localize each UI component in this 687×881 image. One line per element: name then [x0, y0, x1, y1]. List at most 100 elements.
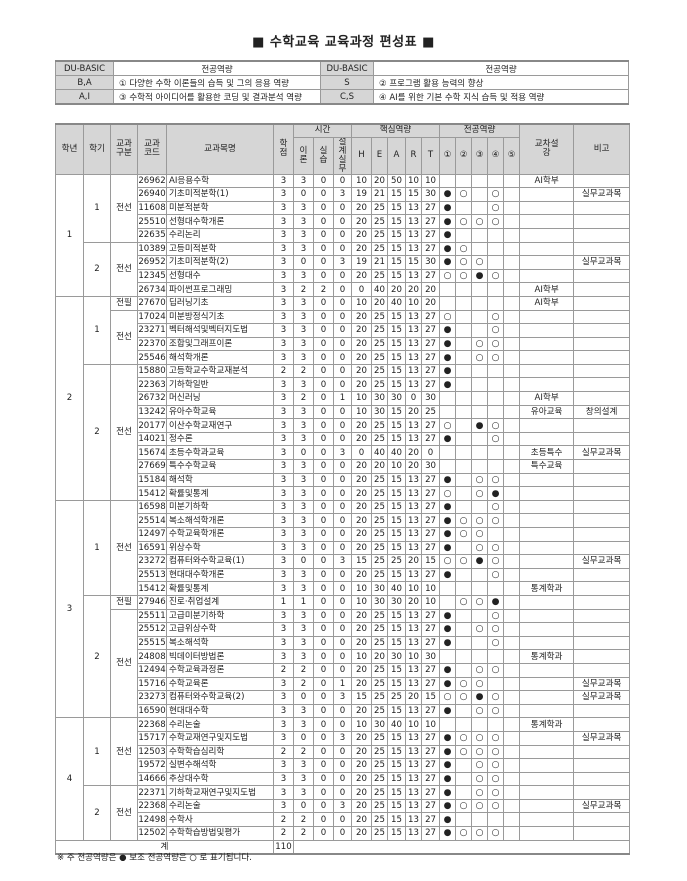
legend-code: S: [320, 75, 374, 90]
core-t: 27: [420, 567, 441, 583]
competency-2: [455, 431, 473, 447]
cross-listing: [519, 268, 575, 284]
note: [573, 200, 631, 216]
competency-2: [455, 227, 473, 243]
course-code: 22363: [137, 377, 167, 393]
core-r: 13: [405, 758, 422, 773]
competency-2: [455, 622, 473, 637]
core-a: 15: [387, 431, 406, 447]
competency-4: [487, 227, 505, 243]
design-hours: 0: [333, 703, 352, 719]
cross-listing: [519, 309, 575, 325]
course-code: 25513: [137, 567, 167, 583]
core-e: 25: [371, 350, 388, 365]
header-course-name: 교과목명: [166, 123, 274, 175]
course-name: AI응용수학: [166, 173, 274, 189]
core-r: 20: [405, 445, 422, 461]
course-name: 고등학교수학교재분석: [166, 363, 274, 379]
cross-listing: [519, 690, 575, 705]
legend-row: B,A ① 다양한 수학 이론들의 습득 및 그의 응용 역량 S ② 프로그램…: [55, 75, 629, 90]
core-t: 27: [420, 323, 441, 338]
header-major-4: ④: [487, 136, 505, 175]
design-hours: 3: [333, 690, 352, 705]
competency-3: [471, 173, 489, 189]
cross-listing: 통계학과: [519, 581, 575, 596]
note: [573, 812, 631, 828]
secondary-competency-circle: ○: [487, 758, 505, 773]
secondary-competency-circle: ○: [455, 187, 473, 202]
competency-3: [471, 608, 489, 624]
secondary-competency-circle: ○: [487, 567, 505, 583]
core-e: 25: [371, 703, 388, 719]
core-h: 15: [351, 690, 372, 705]
cross-listing: 특수교육: [519, 459, 575, 474]
header-major-competency: 전공역량: [439, 123, 521, 138]
core-r: 13: [405, 377, 422, 393]
competency-5: [503, 486, 521, 501]
core-h: 19: [351, 187, 372, 202]
design-hours: 0: [333, 758, 352, 773]
cross-listing: [519, 622, 575, 637]
secondary-competency-circle: ○: [487, 214, 505, 229]
note: [573, 622, 631, 637]
competency-3: [471, 581, 489, 596]
practice-hours: 0: [313, 472, 334, 488]
competency-2: [455, 499, 473, 515]
table-row: 2 전필 27946 진로·취업설계 1 1 0 0 10 30 30 20 10 ○ ○ ●: [56, 594, 631, 719]
note: [573, 635, 631, 651]
course-name: 유아수학교육: [166, 404, 274, 420]
table-row: 14021 정수론 3 3 0 0 20 25 15 13 27 ● ○: [56, 431, 631, 447]
competency-3: [471, 377, 489, 393]
table-row: 15674 초등수학과교육 3 0 0 3 0 40 40 20 0 초등특수 실무교과목: [56, 445, 631, 461]
header-type: 교과구분: [110, 123, 138, 175]
primary-competency-dot: ●: [439, 187, 457, 202]
note: [573, 513, 631, 528]
course-code: 22368: [137, 717, 167, 732]
primary-competency-dot: ●: [439, 662, 457, 678]
course-code: 12498: [137, 812, 167, 828]
core-a: 25: [387, 554, 406, 569]
core-h: 10: [351, 649, 372, 664]
competency-5: [503, 268, 521, 284]
core-a: 40: [387, 445, 406, 461]
competency-4: [487, 459, 505, 474]
secondary-competency-circle: ○: [455, 676, 473, 692]
cross-listing: [519, 377, 575, 393]
secondary-competency-circle: ○: [439, 690, 457, 705]
course-type-cell: 전선: [110, 309, 138, 365]
practice-hours: 0: [313, 323, 334, 338]
theory-hours: 3: [293, 785, 314, 800]
credits: 3: [273, 567, 294, 583]
secondary-competency-circle: ○: [471, 730, 489, 746]
core-t: 27: [420, 499, 441, 515]
core-h: 20: [351, 703, 372, 719]
core-a: 15: [387, 268, 406, 284]
practice-hours: 0: [313, 540, 334, 556]
secondary-competency-circle: ○: [487, 499, 505, 515]
core-a: 15: [387, 486, 406, 501]
primary-competency-dot: ●: [439, 703, 457, 719]
competency-1: [439, 282, 457, 297]
competency-5: [503, 445, 521, 461]
competency-5: [503, 295, 521, 311]
core-h: 20: [351, 758, 372, 773]
core-a: 15: [387, 363, 406, 379]
secondary-competency-circle: ○: [471, 350, 489, 365]
course-code: 26734: [137, 282, 167, 297]
credits: 3: [273, 377, 294, 393]
table-row: 25512 고급위상수학 3 3 0 0 20 25 15 13 27 ● ○ ○: [56, 622, 631, 637]
core-h: 20: [351, 459, 372, 474]
secondary-competency-circle: ○: [471, 758, 489, 773]
table-row: 15184 해석학 3 3 0 0 20 25 15 13 27 ● ○ ○: [56, 472, 631, 488]
note: [573, 649, 631, 664]
header-design: 설계실무: [333, 136, 352, 175]
design-hours: 0: [333, 513, 352, 528]
course-name: 조합및그래프이론: [166, 336, 274, 352]
core-a: 15: [387, 527, 406, 542]
core-r: 13: [405, 486, 422, 501]
primary-competency-dot: ●: [471, 690, 489, 705]
note: 실무교과목: [573, 187, 631, 202]
competency-2: [455, 391, 473, 406]
core-h: 20: [351, 309, 372, 325]
core-a: 15: [387, 472, 406, 488]
